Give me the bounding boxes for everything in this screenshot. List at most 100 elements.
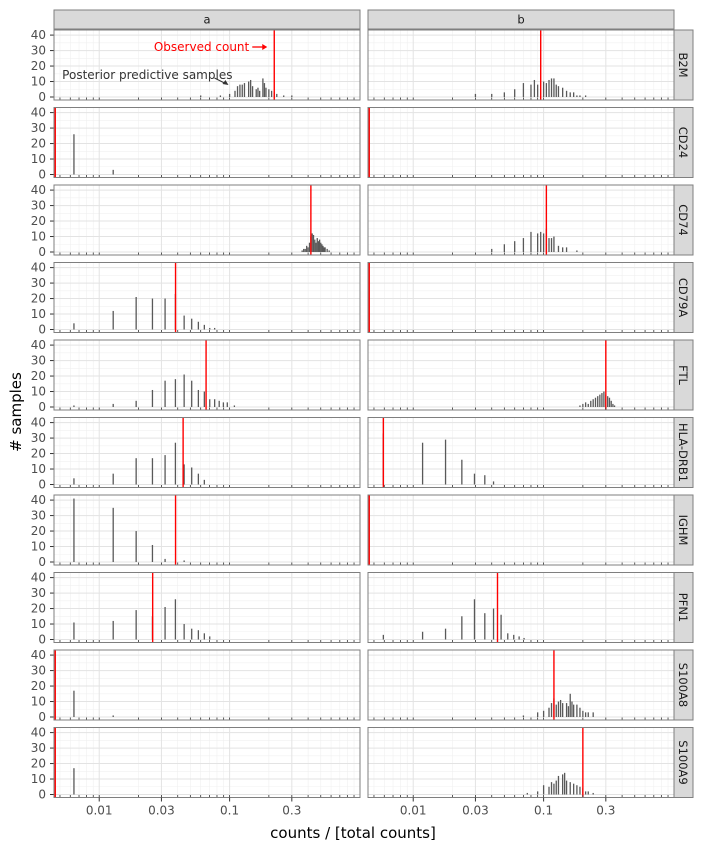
- row-strip-label: CD24: [676, 127, 690, 159]
- y-tick-label: 20: [31, 59, 46, 73]
- y-tick-label: 20: [31, 292, 46, 306]
- x-tick-label: 0.1: [220, 804, 239, 818]
- panel-border: [367, 29, 675, 101]
- y-tick-label: 10: [31, 462, 46, 476]
- panel-background: [54, 417, 360, 488]
- y-tick-label: 30: [31, 276, 46, 290]
- panel-border: [53, 339, 361, 411]
- panel-S100A9-a: [53, 727, 361, 798]
- panel-CD79A-b: [367, 262, 675, 333]
- observed-arrow-head: [262, 44, 268, 50]
- y-tick-label: 40: [31, 106, 46, 120]
- panel-border: [367, 727, 675, 798]
- x-tick-label: 0.03: [148, 804, 175, 818]
- panel-PFN1-a: [53, 572, 361, 643]
- y-tick-label: 30: [31, 354, 46, 368]
- x-tick-label: 0.01: [86, 804, 113, 818]
- panel-B2M-b: [367, 29, 675, 101]
- posterior-samples-annotation: Posterior predictive samples: [62, 68, 232, 82]
- y-tick-label: 0: [38, 245, 46, 259]
- panel-background: [54, 262, 360, 333]
- panel-S100A8-a: [53, 649, 361, 721]
- row-strip-label: CD74: [676, 204, 690, 236]
- y-tick-label: 40: [31, 493, 46, 507]
- column-strip-b: [367, 9, 675, 30]
- panel-border: [53, 184, 361, 256]
- column-strip-a: [53, 9, 361, 30]
- panel-border: [53, 29, 361, 101]
- panel-background: [54, 30, 360, 100]
- y-tick-label: 10: [31, 540, 46, 554]
- panel-background: [368, 650, 674, 720]
- y-axis-title: # samples: [7, 372, 25, 452]
- panel-background: [368, 572, 674, 643]
- y-tick-label: 20: [31, 137, 46, 151]
- y-tick-label: 10: [31, 230, 46, 244]
- y-tick-label: 10: [31, 772, 46, 786]
- y-tick-label: 10: [31, 152, 46, 166]
- y-tick-label: 40: [31, 648, 46, 662]
- panel-border: [367, 262, 675, 333]
- panel-border: [367, 494, 675, 566]
- panel-border: [53, 572, 361, 643]
- y-tick-label: 10: [31, 307, 46, 321]
- y-tick-label: 0: [38, 788, 46, 802]
- y-tick-label: 30: [31, 586, 46, 600]
- panel-HLA-DRB1-a: [53, 417, 361, 488]
- row-strip-label: B2M: [676, 52, 690, 77]
- row-strip-label: S100A8: [676, 663, 690, 707]
- row-strip-label: HLA-DRB1: [676, 423, 690, 482]
- panel-background: [54, 650, 360, 720]
- panel-border: [367, 339, 675, 411]
- panel-background: [368, 185, 674, 255]
- panel-border: [53, 649, 361, 721]
- y-tick-label: 30: [31, 509, 46, 523]
- panel-background: [368, 262, 674, 333]
- chart-layer: a bB2M010203040CD24010203040CD74010203040…: [31, 9, 694, 818]
- column-strip-label: a: [203, 13, 210, 27]
- posterior-arrow-head: [222, 80, 229, 85]
- y-tick-label: 20: [31, 369, 46, 383]
- x-tick-label: 0.3: [282, 804, 301, 818]
- panel-CD24-b: [367, 107, 675, 178]
- y-tick-label: 0: [38, 168, 46, 182]
- panel-IGHM-b: [367, 494, 675, 566]
- panel-border: [367, 417, 675, 488]
- y-tick-label: 10: [31, 695, 46, 709]
- y-tick-label: 0: [38, 400, 46, 414]
- y-tick-label: 20: [31, 447, 46, 461]
- y-tick-label: 20: [31, 214, 46, 228]
- panel-IGHM-a: [53, 494, 361, 566]
- panel-border: [53, 262, 361, 333]
- row-strip-label: IGHM: [676, 515, 690, 546]
- panel-background: [368, 30, 674, 100]
- panel-HLA-DRB1-b: [367, 417, 675, 488]
- y-tick-label: 20: [31, 524, 46, 538]
- panel-background: [54, 572, 360, 643]
- y-tick-label: 20: [31, 757, 46, 771]
- panel-CD24-a: [53, 107, 361, 178]
- panel-CD79A-a: [53, 262, 361, 333]
- y-tick-label: 40: [31, 571, 46, 585]
- panel-S100A9-b: [367, 727, 675, 798]
- panel-background: [368, 107, 674, 178]
- y-tick-label: 30: [31, 121, 46, 135]
- y-tick-label: 30: [31, 664, 46, 678]
- panel-border: [53, 417, 361, 488]
- panel-background: [54, 727, 360, 798]
- y-tick-label: 30: [31, 741, 46, 755]
- row-strip-label: FTL: [676, 365, 690, 385]
- y-tick-label: 0: [38, 555, 46, 569]
- y-tick-label: 40: [31, 726, 46, 740]
- y-tick-label: 0: [38, 478, 46, 492]
- panel-border: [367, 572, 675, 643]
- panel-background: [368, 495, 674, 565]
- panel-border: [367, 107, 675, 178]
- x-tick-label: 0.01: [400, 804, 427, 818]
- panel-background: [368, 417, 674, 488]
- x-axis-title: counts / [total counts]: [270, 824, 436, 842]
- panel-CD74-a: [53, 184, 361, 256]
- y-tick-label: 40: [31, 261, 46, 275]
- panel-border: [367, 649, 675, 721]
